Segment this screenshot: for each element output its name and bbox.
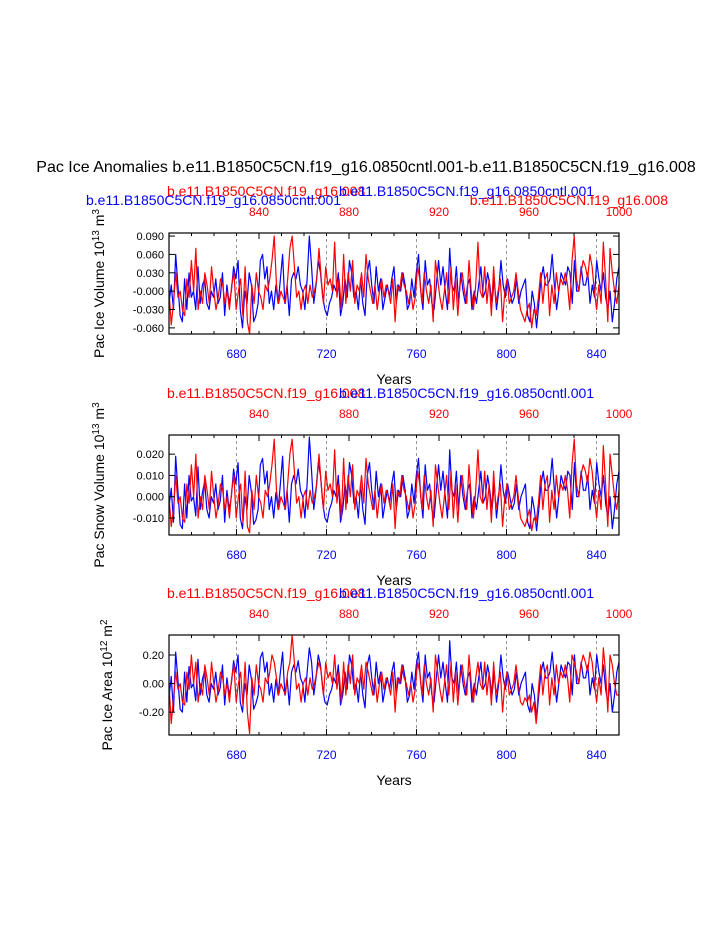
x-tick-label-top: 920 <box>429 607 449 621</box>
x-tick-label-bottom: 840 <box>586 347 606 361</box>
y-tick-label: -0.030 <box>133 305 164 317</box>
x-tick-label-top: 960 <box>519 205 539 219</box>
x-axis-label: Years <box>376 572 411 588</box>
x-tick-label-bottom: 760 <box>406 347 426 361</box>
y-axis-label-part: m <box>91 215 107 231</box>
x-tick-label-top: 1000 <box>606 407 633 421</box>
legend-run-cntl-center: b.e11.B1850C5CN.f19_g16.0850cntl.001 <box>339 385 594 401</box>
y-tick-label: -0.000 <box>133 286 164 298</box>
y-tick-label: 0.090 <box>136 231 164 243</box>
y-axis-label-part: Pac Ice Volume 10 <box>91 241 107 358</box>
y-tick-label: 0.000 <box>136 492 164 504</box>
x-tick-label-bottom: 800 <box>496 748 516 762</box>
x-axis-label: Years <box>376 371 411 387</box>
chart-panel-3: 680 720 760 800 840 840 880 920 960 1000 0.20 0.00 -… <box>99 585 633 788</box>
figure-title: Pac Ice Anomalies b.e11.B1850C5CN.f19_g1… <box>36 159 696 176</box>
y-tick-label: 0.010 <box>136 470 164 482</box>
y-axis-label-part: 13 <box>91 423 102 435</box>
y-tick-label: -0.060 <box>133 323 164 335</box>
y-tick-label: -0.010 <box>133 513 164 525</box>
y-tick-label: -0.20 <box>139 707 164 719</box>
legend-run-008-right: b.e11.B1850C5CN.f19_g16.008 <box>470 192 668 208</box>
x-tick-label-top: 840 <box>249 407 269 421</box>
series-line-run008 <box>168 235 620 335</box>
x-tick-label-bottom: 680 <box>226 548 246 562</box>
y-tick-label: 0.030 <box>136 268 164 280</box>
y-axis-label: Pac Ice Volume 1013 m3 <box>91 209 107 358</box>
x-tick-label-top: 1000 <box>606 607 633 621</box>
x-tick-label-bottom: 680 <box>226 347 246 361</box>
chart-panel-2: 680 720 760 800 840 840 880 920 960 1000 0.020 0.01… <box>91 385 633 588</box>
x-tick-label-bottom: 840 <box>586 748 606 762</box>
x-tick-label-bottom: 760 <box>406 748 426 762</box>
y-axis-label-part: 3 <box>91 209 102 215</box>
chart-panel-1: 680 720 760 800 840 840 880 920 960 1000 0.090 0.06… <box>86 183 668 387</box>
x-tick-label-top: 840 <box>249 607 269 621</box>
x-tick-label-top: 920 <box>429 407 449 421</box>
x-tick-label-top: 960 <box>519 407 539 421</box>
x-tick-label-top: 880 <box>339 607 359 621</box>
x-tick-label-bottom: 720 <box>316 347 336 361</box>
y-axis-label-part: Pac Snow Volume 10 <box>91 434 107 567</box>
y-axis-label: Pac Ice Area 1012 m2 <box>99 619 115 751</box>
legend-run-008-center: b.e11.B1850C5CN.f19_g16.008 <box>167 585 365 601</box>
y-axis-label-part: m <box>99 625 115 641</box>
x-tick-label-bottom: 840 <box>586 548 606 562</box>
x-tick-label-bottom: 720 <box>316 748 336 762</box>
y-axis-label-part: m <box>91 408 107 424</box>
y-tick-label: 0.020 <box>136 449 164 461</box>
x-tick-label-top: 880 <box>339 205 359 219</box>
y-tick-label: 0.20 <box>143 650 164 662</box>
legend-run-cntl-left: b.e11.B1850C5CN.f19_g16.0850cntl.001 <box>86 192 341 208</box>
legend-run-cntl-center: b.e11.B1850C5CN.f19_g16.0850cntl.001 <box>339 585 594 601</box>
x-tick-label-bottom: 800 <box>496 548 516 562</box>
y-tick-label: 0.060 <box>136 249 164 261</box>
x-tick-label-top: 960 <box>519 607 539 621</box>
x-tick-label-top: 880 <box>339 407 359 421</box>
series-line-run008 <box>168 634 619 735</box>
x-tick-label-bottom: 720 <box>316 548 336 562</box>
x-tick-label-bottom: 680 <box>226 748 246 762</box>
y-axis-label-part: 3 <box>91 402 102 408</box>
x-tick-label-bottom: 800 <box>496 347 516 361</box>
x-tick-label-top: 1000 <box>606 205 633 219</box>
y-tick-label: 0.00 <box>143 679 164 691</box>
legend-run-cntl-center: b.e11.B1850C5CN.f19_g16.0850cntl.001 <box>339 183 594 199</box>
x-axis-label: Years <box>376 772 411 788</box>
legend-run-008-center: b.e11.B1850C5CN.f19_g16.008 <box>167 183 365 199</box>
x-tick-label-top: 920 <box>429 205 449 219</box>
y-axis-label: Pac Snow Volume 1013 m3 <box>91 402 107 568</box>
series-line-run008 <box>168 438 620 534</box>
x-tick-label-bottom: 760 <box>406 548 426 562</box>
y-axis-label-part: Pac Ice Area 10 <box>99 651 115 750</box>
y-axis-label-part: 12 <box>99 640 110 652</box>
legend-run-008-center: b.e11.B1850C5CN.f19_g16.008 <box>167 385 365 401</box>
x-tick-label-top: 840 <box>249 205 269 219</box>
y-axis-label-part: 2 <box>99 619 110 625</box>
y-axis-label-part: 13 <box>91 230 102 242</box>
